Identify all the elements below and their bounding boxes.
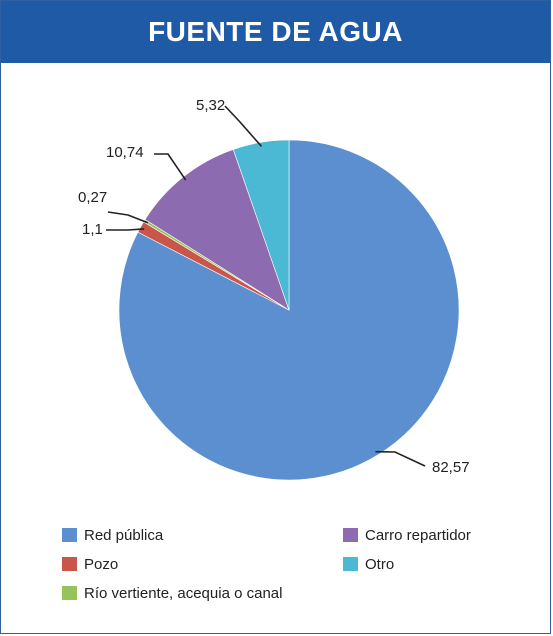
legend-swatch bbox=[62, 586, 77, 600]
legend-swatch bbox=[62, 528, 77, 542]
leader-line bbox=[224, 105, 262, 147]
chart-title: FUENTE DE AGUA bbox=[148, 16, 403, 47]
leader-line bbox=[107, 211, 149, 224]
legend-swatch bbox=[343, 528, 358, 542]
data-label: 0,27 bbox=[78, 189, 107, 206]
legend-label: Pozo bbox=[84, 556, 118, 573]
leader-line bbox=[106, 228, 145, 231]
chart-header: FUENTE DE AGUA bbox=[1, 1, 550, 63]
legend-swatch bbox=[62, 557, 77, 571]
data-label: 5,32 bbox=[196, 97, 225, 114]
leader-line bbox=[154, 153, 187, 181]
data-label: 10,74 bbox=[106, 144, 144, 161]
data-label: 1,1 bbox=[82, 221, 103, 238]
legend-label: Red pública bbox=[84, 527, 164, 544]
legend-label: Río vertiente, acequia o canal bbox=[84, 585, 282, 602]
legend-swatch bbox=[343, 557, 358, 571]
legend-label: Otro bbox=[365, 556, 394, 573]
pie-slice bbox=[232, 139, 290, 311]
leader-line bbox=[375, 450, 426, 467]
legend-label: Carro repartidor bbox=[365, 527, 471, 544]
data-label: 82,57 bbox=[432, 459, 470, 476]
